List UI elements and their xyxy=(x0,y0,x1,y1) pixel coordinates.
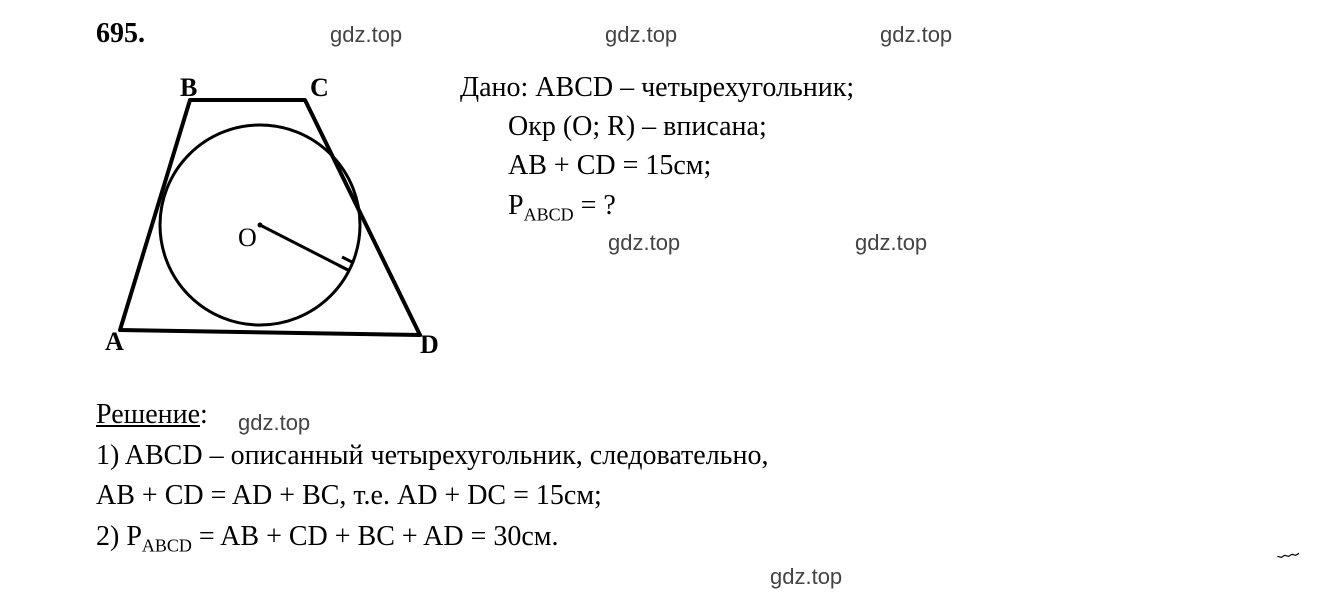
watermark: gdz.top xyxy=(330,22,402,48)
solution-line-3-sub: ABCD xyxy=(142,535,192,555)
solution-title-colon: : xyxy=(200,399,208,430)
watermark: gdz.top xyxy=(880,22,952,48)
watermark: gdz.top xyxy=(855,230,927,256)
solution-block: Решение: 1) ABCD – описанный четырехугол… xyxy=(96,395,768,558)
center-label-o: O xyxy=(238,223,257,253)
stray-mark: ﹏ xyxy=(1274,529,1300,564)
vertex-label-b: B xyxy=(180,73,197,103)
solution-title-line: Решение: xyxy=(96,395,768,436)
perimeter-symbol: P xyxy=(508,190,524,221)
perimeter-equals: = ? xyxy=(574,190,616,221)
given-line-4: PABCD = ? xyxy=(460,186,854,228)
geometry-diagram: B C A D O xyxy=(100,75,440,375)
given-line-2: Окр (O; R) – вписана; xyxy=(460,107,854,146)
perimeter-subscript: ABCD xyxy=(524,204,574,224)
given-block: Дано: ABCD – четырехугольник; Окр (O; R)… xyxy=(460,68,854,227)
given-line-3: AB + CD = 15см; xyxy=(460,146,854,185)
solution-line-2: AB + CD = AD + BC, т.е. AD + DC = 15см; xyxy=(96,476,768,517)
solution-line-3: 2) PABCD = AB + CD + BC + AD = 30см. xyxy=(96,517,768,559)
diagram-svg xyxy=(100,75,440,375)
given-line-1: Дано: ABCD – четырехугольник; xyxy=(460,68,854,107)
watermark: gdz.top xyxy=(770,564,842,590)
vertex-label-a: A xyxy=(105,327,124,357)
solution-line-3-suffix: = AB + CD + BC + AD = 30см. xyxy=(192,521,559,552)
solution-title: Решение xyxy=(96,399,200,430)
vertex-label-c: C xyxy=(310,73,329,103)
problem-number: 695. xyxy=(96,18,145,50)
solution-line-1: 1) ABCD – описанный четырехугольник, сле… xyxy=(96,436,768,477)
watermark: gdz.top xyxy=(605,22,677,48)
solution-line-3-prefix: 2) P xyxy=(96,521,142,552)
watermark: gdz.top xyxy=(608,230,680,256)
vertex-label-d: D xyxy=(420,330,439,360)
